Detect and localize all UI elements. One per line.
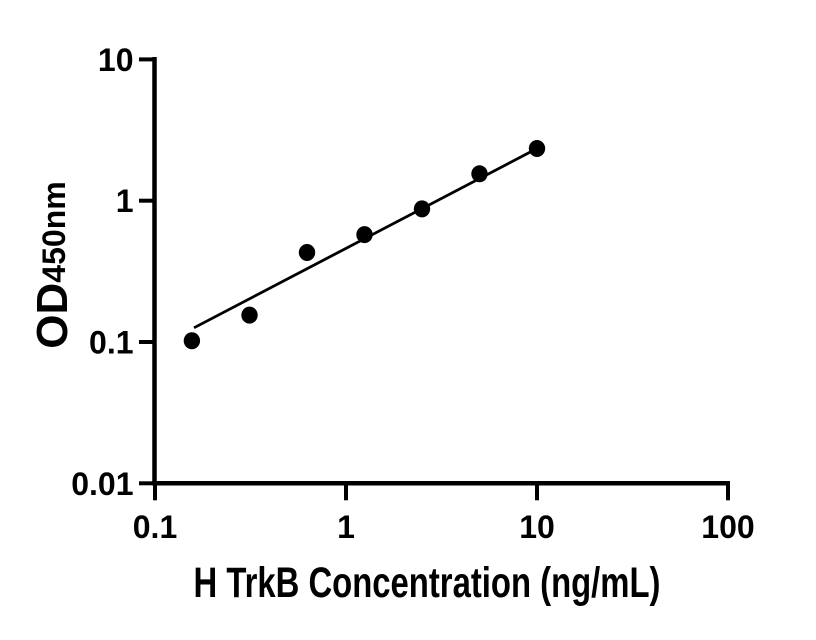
y-axis-title-main: OD (28, 283, 77, 349)
data-point (183, 332, 201, 350)
x-tick-label: 1 (337, 509, 355, 545)
x-axis-title: H TrkB Concentration (ng/mL) (194, 559, 661, 607)
x-tick-label: 10 (519, 509, 555, 545)
y-tick-label: 10 (98, 42, 134, 78)
y-tick-label: 0.01 (71, 466, 133, 502)
data-point (356, 226, 373, 244)
data-point (471, 165, 488, 183)
x-tick-label: 100 (701, 509, 754, 545)
y-axis-title-sub: 450nm (36, 181, 72, 282)
data-point (413, 200, 431, 218)
y-tick-label: 0.1 (89, 325, 133, 361)
x-tick-label: 0.1 (133, 509, 177, 545)
y-tick-label: 1 (116, 183, 134, 219)
data-point (241, 306, 258, 324)
data-point (298, 243, 316, 261)
data-point (528, 140, 546, 158)
y-axis-title: OD450nm (28, 181, 77, 348)
